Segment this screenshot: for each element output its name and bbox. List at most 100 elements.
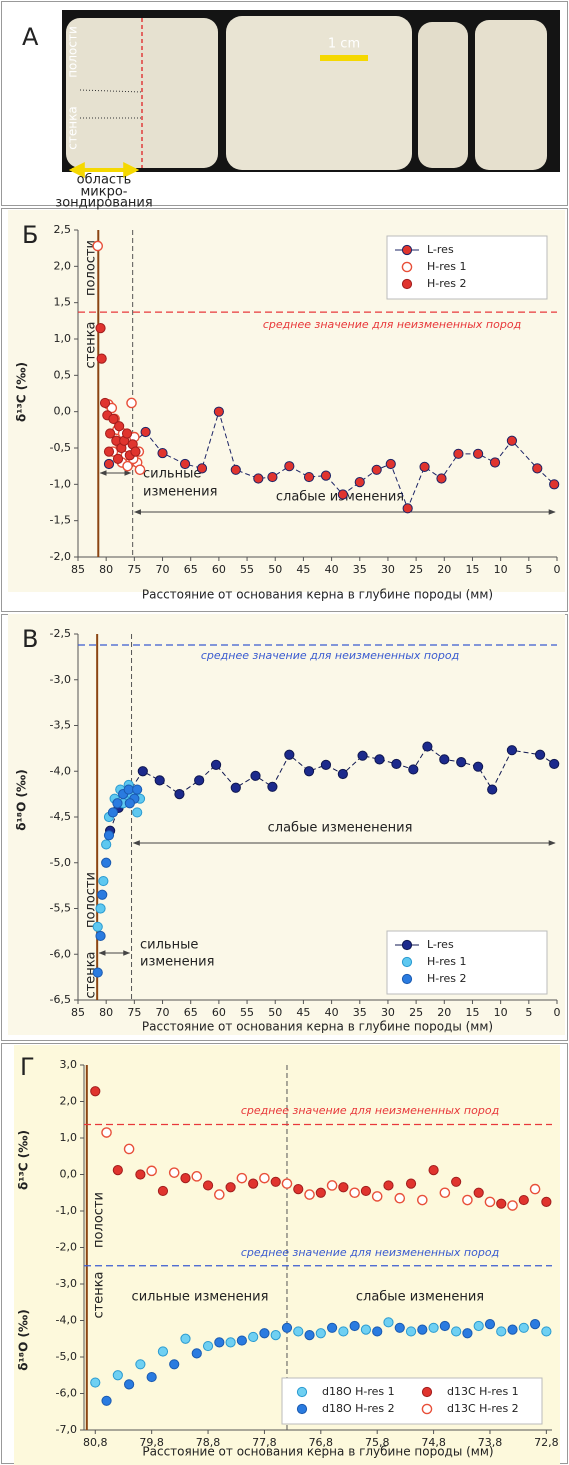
chart: В -6,5 -6,0 -5,5 -5,0 -4,5 -4,0 -3,5 -3,0 -2,5 85 8…: [8, 614, 565, 1035]
point: [135, 1169, 146, 1180]
point: [132, 784, 143, 795]
point: [140, 426, 151, 438]
x-tick-label: 73,8: [478, 1436, 503, 1449]
legend-label: d13C H-res 1: [447, 1385, 519, 1398]
scale-label: 1 cm: [328, 37, 360, 52]
x-tick-label: 15: [465, 563, 479, 576]
x-tick-label: 20: [437, 1006, 451, 1019]
y-tick-label: -6,0: [50, 947, 71, 960]
point: [374, 754, 385, 765]
y-tick-label: 2,0: [60, 1095, 78, 1108]
point: [391, 758, 402, 770]
annotation: сильные: [143, 467, 201, 482]
x-axis-title: Расстояние от основания керна в глубине …: [142, 588, 493, 602]
point: [202, 1340, 214, 1352]
point: [326, 1180, 338, 1191]
annotation: стенка: [84, 321, 99, 368]
x-tick-label: 78,8: [196, 1436, 221, 1449]
y-tick-label: -4,5: [50, 810, 71, 823]
point: [180, 1173, 191, 1184]
point: [304, 1330, 315, 1341]
point: [122, 460, 133, 472]
point: [338, 1326, 349, 1337]
x-tick-label: 5: [525, 563, 532, 576]
y-tick-label: -6,5: [50, 993, 71, 1006]
legend-marker: [401, 244, 413, 256]
y-tick-label: 0,0: [54, 405, 72, 418]
point: [124, 798, 135, 809]
point: [96, 353, 107, 364]
point: [402, 503, 413, 514]
point: [135, 1359, 146, 1370]
point: [456, 757, 467, 768]
probe-label: область: [77, 173, 132, 188]
point: [236, 1335, 247, 1346]
point: [259, 1172, 270, 1184]
x-tick-label: 70: [156, 563, 170, 576]
legend-marker: [296, 1386, 308, 1398]
point: [337, 489, 348, 500]
annotation: сильные: [140, 938, 198, 953]
x-tick-label: 15: [465, 1006, 479, 1019]
point: [112, 798, 123, 809]
annotation: среднее значение для неизмененных пород: [263, 318, 521, 331]
x-tick-label: 60: [212, 1006, 226, 1019]
y-tick-label: -5,5: [50, 902, 71, 915]
y-tick-label: 2,5: [54, 223, 72, 236]
point: [506, 745, 518, 756]
point: [179, 458, 191, 470]
point: [168, 1167, 180, 1178]
point: [210, 759, 222, 770]
point: [146, 1165, 157, 1177]
point: [303, 471, 315, 483]
point: [108, 413, 119, 425]
y-tick-label: 2,0: [54, 259, 72, 272]
point: [354, 477, 365, 488]
point: [549, 758, 560, 770]
point: [529, 1183, 541, 1195]
probe-label: микро-: [80, 185, 127, 200]
x-tick-label: 50: [268, 563, 282, 576]
point: [281, 1178, 293, 1189]
point: [97, 889, 108, 900]
point: [114, 421, 125, 432]
x-tick-label: 50: [268, 1006, 282, 1019]
x-tick-label: 85: [71, 563, 85, 576]
point: [315, 1187, 326, 1198]
legend-box: [386, 235, 548, 300]
point: [134, 464, 146, 476]
panel-label: Б: [22, 221, 38, 249]
point: [105, 428, 116, 439]
point: [451, 1326, 462, 1337]
point: [250, 770, 261, 781]
point: [107, 807, 119, 818]
point: [103, 458, 115, 470]
point: [473, 1320, 484, 1332]
point: [106, 402, 118, 414]
point: [419, 461, 430, 472]
y-tick-label: -4,0: [56, 1314, 77, 1327]
y-tick-label: 1,5: [54, 296, 72, 309]
point: [496, 1326, 507, 1337]
point: [236, 1172, 248, 1184]
x-tick-label: 35: [353, 563, 367, 576]
x-tick-label: 30: [381, 1006, 395, 1019]
x-tick-label: 85: [71, 1006, 85, 1019]
point: [394, 1192, 406, 1204]
point: [248, 1178, 259, 1189]
x-tick-label: 72,8: [534, 1436, 559, 1449]
point: [462, 1328, 473, 1339]
x-tick-label: 79,8: [139, 1436, 164, 1449]
y-tick-label: -5,0: [50, 856, 71, 869]
x-tick-label: 0: [554, 563, 561, 576]
point: [213, 406, 224, 417]
x-tick-label: 77,8: [252, 1436, 277, 1449]
y-tick-label: -1,0: [56, 1204, 77, 1217]
annotation: полости: [92, 1192, 107, 1248]
point: [394, 1322, 405, 1333]
annotation: слабые измененения: [268, 821, 413, 836]
x-tick-label: 65: [184, 1006, 198, 1019]
legend-label: H-res 2: [427, 972, 467, 985]
legend-label: d18O H-res 1: [322, 1385, 395, 1398]
